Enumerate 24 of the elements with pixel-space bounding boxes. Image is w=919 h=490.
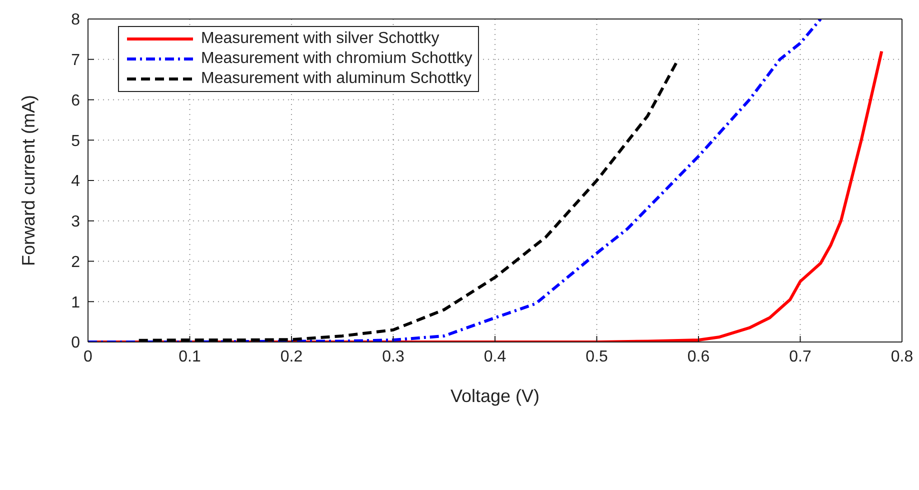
x-tick-label: 0.5 xyxy=(586,348,608,366)
line-series xyxy=(88,19,822,342)
x-tick-label: 0 xyxy=(84,348,93,366)
y-tick-label: 2 xyxy=(71,254,80,271)
y-tick-label: 6 xyxy=(71,92,80,110)
x-tick-label: 0.7 xyxy=(789,348,812,366)
x-tick-label: 0.6 xyxy=(687,348,710,366)
x-axis-title: Voltage (V) xyxy=(450,386,540,406)
y-tick-label: 4 xyxy=(71,173,80,190)
x-tick-label: 0.2 xyxy=(280,348,303,366)
legend-label: Measurement with silver Schottky xyxy=(201,29,440,49)
y-tick-label: 8 xyxy=(71,12,80,29)
x-tick-label: 0.4 xyxy=(484,348,506,366)
y-tick-label: 1 xyxy=(71,294,80,312)
y-tick-label: 5 xyxy=(71,132,80,150)
y-tick-label: 3 xyxy=(71,214,80,231)
y-axis-title: Forward current (mA) xyxy=(18,94,38,266)
y-tick-label: 7 xyxy=(71,52,80,70)
x-tick-label: 0.3 xyxy=(382,348,404,366)
x-tick-label: 0.1 xyxy=(178,348,201,366)
legend-label: Measurement with chromium Schottky xyxy=(201,49,472,69)
legend-label: Measurement with aluminum Schottky xyxy=(201,69,472,89)
y-tick-label: 0 xyxy=(71,334,80,352)
x-tick-label: 0.8 xyxy=(890,348,914,366)
